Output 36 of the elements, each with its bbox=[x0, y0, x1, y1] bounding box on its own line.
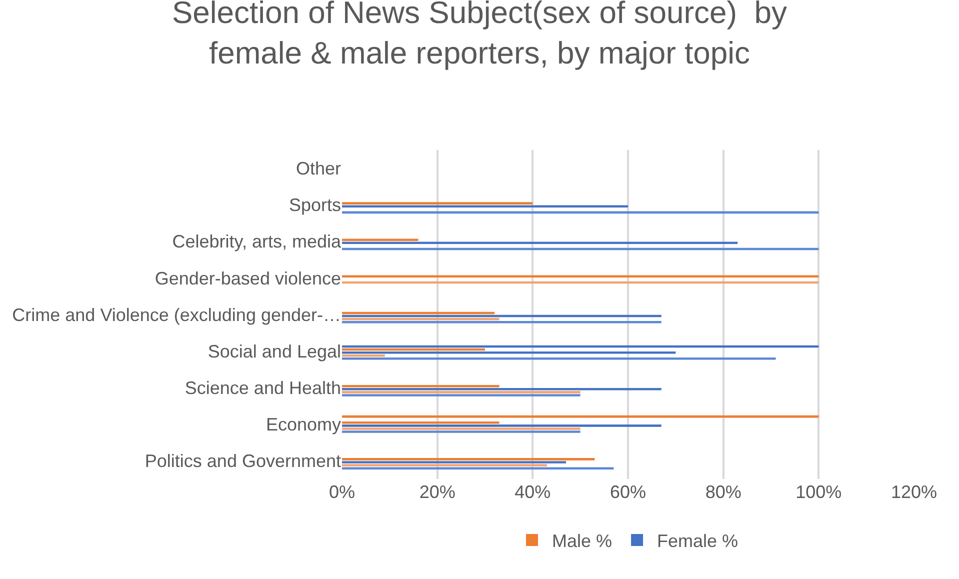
bar bbox=[342, 238, 418, 242]
y-tick-label: Gender-based violence bbox=[154, 268, 341, 288]
bar bbox=[342, 391, 580, 394]
x-tick-label: 0% bbox=[328, 482, 356, 502]
x-tick-label: 40% bbox=[514, 482, 551, 502]
x-tick-label: 60% bbox=[610, 482, 646, 502]
bar bbox=[342, 358, 776, 360]
bar bbox=[342, 354, 385, 357]
bar bbox=[342, 202, 533, 204]
y-tick-label: Science and Health bbox=[184, 378, 341, 398]
y-tick-label: Celebrity, arts, media bbox=[172, 232, 342, 252]
x-tick-label: 100% bbox=[796, 482, 842, 502]
bar bbox=[342, 458, 595, 460]
y-tick-label: Crime and Violence (excluding gender-… bbox=[12, 304, 341, 325]
legend-label: Female % bbox=[657, 530, 738, 551]
bar bbox=[342, 430, 580, 433]
bar bbox=[342, 422, 500, 424]
y-tick-label: Sports bbox=[288, 195, 341, 216]
bar bbox=[342, 467, 614, 470]
bar bbox=[342, 424, 662, 427]
bar bbox=[342, 320, 662, 324]
x-tick-label: 20% bbox=[419, 482, 456, 502]
bar bbox=[342, 428, 580, 430]
y-tick-label: Other bbox=[296, 158, 341, 179]
y-tick-label: Economy bbox=[266, 414, 341, 434]
bar bbox=[342, 394, 580, 396]
chart-title: Selection of News Subject(sex of source) by female & male reporters, by major topic bbox=[172, 0, 788, 70]
bar bbox=[342, 205, 628, 208]
x-tick-label: 80% bbox=[705, 482, 742, 502]
bar bbox=[342, 461, 566, 464]
legend-label: Male % bbox=[552, 530, 612, 551]
y-tick-label: Politics and Government bbox=[144, 451, 341, 472]
bar bbox=[342, 388, 662, 390]
x-tick-label: 120% bbox=[890, 482, 938, 502]
bar bbox=[342, 464, 547, 466]
y-tick-label: Social and Legal bbox=[208, 341, 341, 362]
